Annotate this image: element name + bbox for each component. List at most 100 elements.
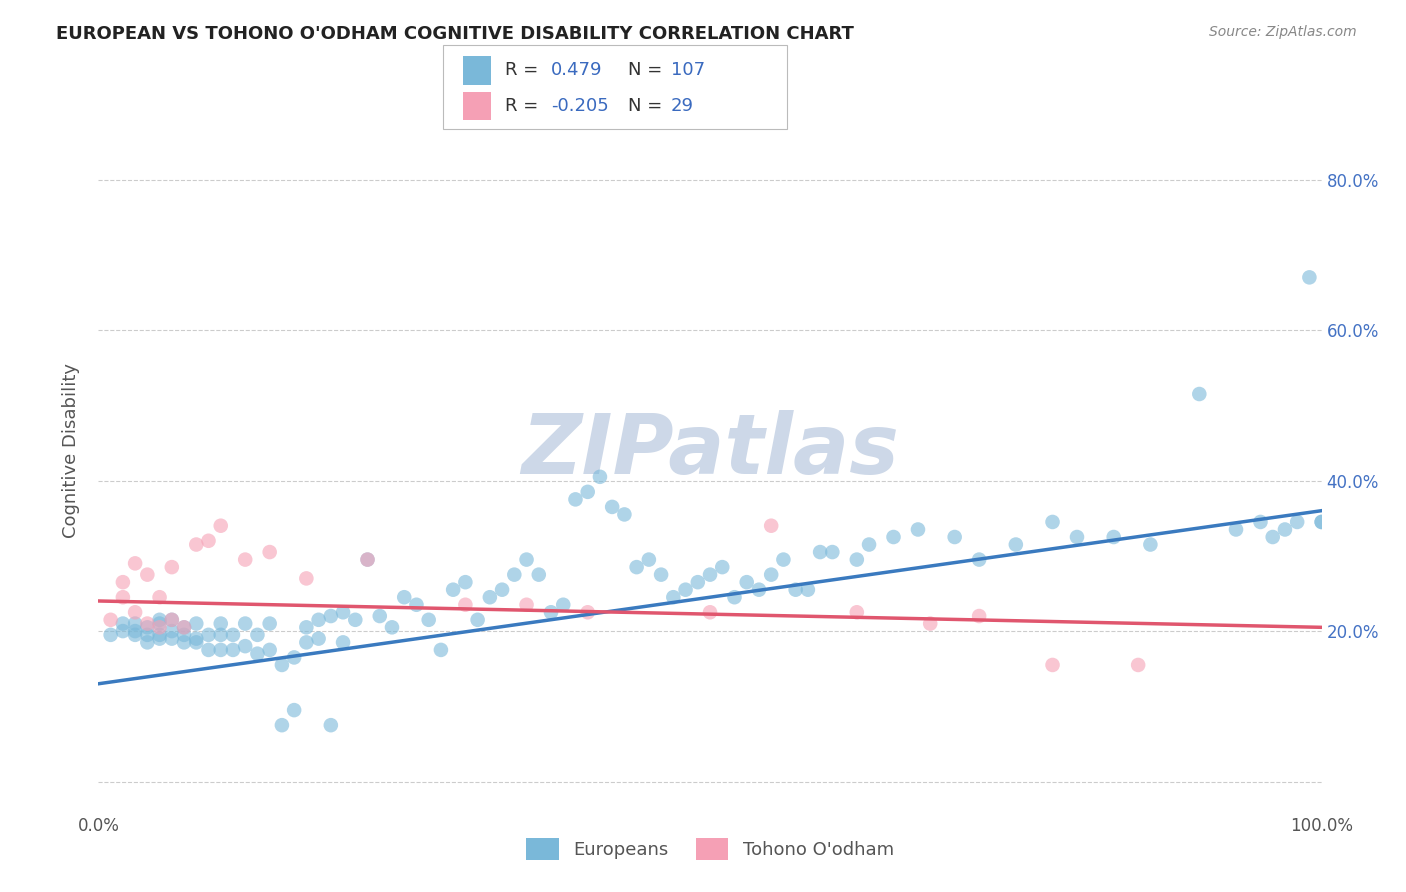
Point — [295, 620, 318, 634]
Point — [222, 628, 245, 642]
Point — [160, 632, 183, 646]
Point — [246, 628, 269, 642]
Point — [711, 560, 734, 574]
Point — [686, 575, 709, 590]
Point — [418, 613, 440, 627]
Point — [124, 624, 146, 639]
Point — [136, 635, 159, 649]
Point — [1225, 523, 1247, 537]
Point — [332, 635, 354, 649]
Point — [748, 582, 770, 597]
Point — [186, 537, 208, 551]
Point — [259, 545, 281, 559]
Point — [259, 616, 281, 631]
Point — [332, 605, 354, 619]
Point — [845, 605, 868, 619]
Point — [209, 643, 232, 657]
Point — [454, 598, 477, 612]
Point — [785, 582, 807, 597]
Point — [761, 518, 783, 533]
Point — [920, 616, 942, 631]
Text: R =: R = — [505, 97, 538, 115]
Point — [173, 635, 195, 649]
Point — [808, 545, 831, 559]
Point — [149, 613, 172, 627]
Point — [600, 500, 623, 514]
Point — [1139, 537, 1161, 551]
Point — [392, 591, 416, 605]
Point — [821, 545, 844, 559]
Point — [1004, 537, 1026, 551]
Point — [209, 616, 232, 631]
Point — [1261, 530, 1284, 544]
Text: R =: R = — [505, 62, 538, 79]
Point — [1274, 523, 1296, 537]
Point — [478, 591, 501, 605]
Point — [111, 616, 134, 631]
Point — [111, 591, 134, 605]
Point — [772, 552, 794, 566]
Point — [186, 632, 208, 646]
Point — [553, 598, 575, 612]
Point — [907, 523, 929, 537]
Point — [381, 620, 404, 634]
Point — [308, 613, 330, 627]
Point — [186, 635, 208, 649]
Y-axis label: Cognitive Disability: Cognitive Disability — [62, 363, 80, 538]
Point — [613, 508, 636, 522]
Point — [564, 492, 586, 507]
Point — [441, 582, 464, 597]
Point — [270, 657, 294, 672]
Point — [675, 582, 697, 597]
Point — [160, 613, 183, 627]
Point — [173, 620, 195, 634]
Text: EUROPEAN VS TOHONO O'ODHAM COGNITIVE DISABILITY CORRELATION CHART: EUROPEAN VS TOHONO O'ODHAM COGNITIVE DIS… — [56, 25, 853, 43]
Text: ZIPatlas: ZIPatlas — [522, 410, 898, 491]
Point — [319, 609, 342, 624]
Point — [515, 552, 537, 566]
Point — [319, 718, 342, 732]
Point — [124, 605, 146, 619]
Point — [136, 567, 159, 582]
Point — [576, 484, 599, 499]
Point — [943, 530, 966, 544]
Point — [344, 613, 367, 627]
Point — [173, 628, 195, 642]
Point — [270, 718, 294, 732]
Point — [233, 552, 256, 566]
Point — [283, 650, 305, 665]
Point — [626, 560, 648, 574]
Point — [467, 613, 489, 627]
Point — [845, 552, 868, 566]
Point — [111, 575, 134, 590]
Text: N =: N = — [628, 97, 662, 115]
Point — [1310, 515, 1333, 529]
Point — [589, 470, 612, 484]
Point — [308, 632, 330, 646]
Point — [405, 598, 427, 612]
Text: Source: ZipAtlas.com: Source: ZipAtlas.com — [1209, 25, 1357, 39]
Point — [136, 616, 159, 631]
Point — [858, 537, 880, 551]
Point — [124, 616, 146, 631]
Point — [197, 643, 219, 657]
Point — [454, 575, 477, 590]
Point — [197, 628, 219, 642]
Point — [699, 605, 721, 619]
Point — [222, 643, 245, 657]
Point — [197, 533, 219, 548]
Point — [136, 620, 159, 634]
Point — [149, 632, 172, 646]
Point — [761, 567, 783, 582]
Point — [1286, 515, 1309, 529]
Point — [124, 628, 146, 642]
Point — [527, 567, 550, 582]
Point — [515, 598, 537, 612]
Point — [160, 560, 183, 574]
Point — [540, 605, 562, 619]
Point — [1066, 530, 1088, 544]
Point — [124, 557, 146, 571]
Point — [246, 647, 269, 661]
Point — [283, 703, 305, 717]
Point — [503, 567, 526, 582]
